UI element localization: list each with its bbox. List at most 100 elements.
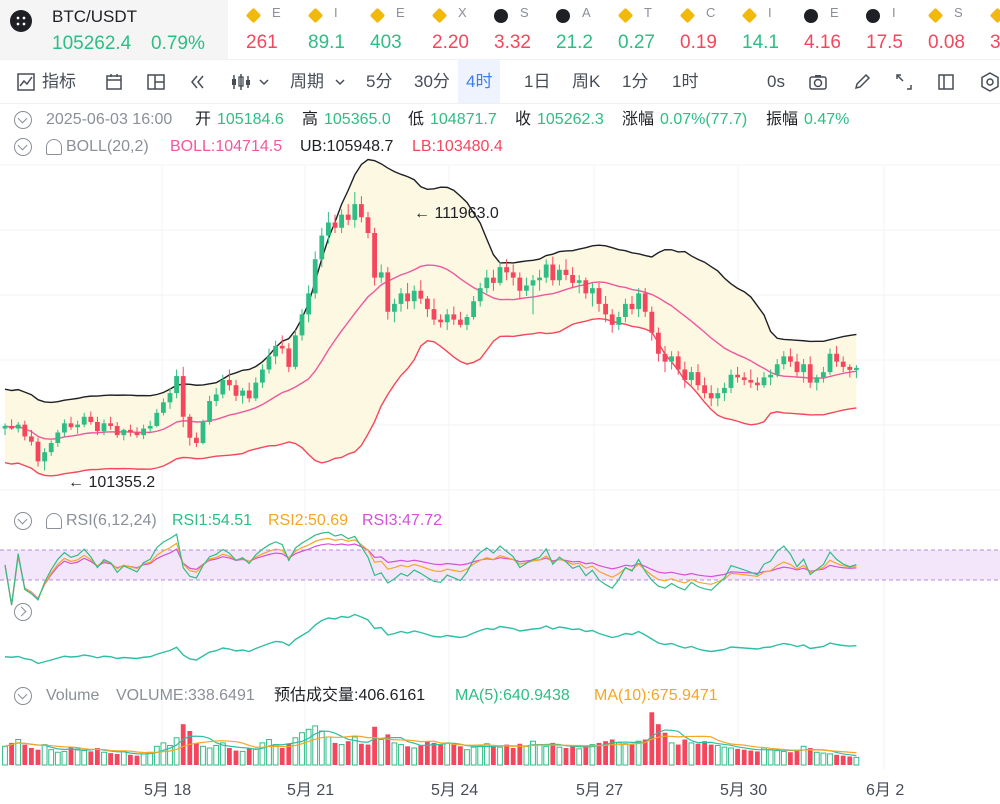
volume-bar [305,728,312,766]
volume-bar [589,744,596,766]
mini-ticker-symbol: I [892,5,896,20]
candle-body [260,369,265,383]
candle-body [293,335,298,367]
volume-ma10-line [4,735,857,754]
volume-bar [2,745,8,766]
volume-bar [728,747,734,766]
interval-tab[interactable]: 4时 [458,60,501,103]
main-ticker[interactable]: BTC/USDT 105262.4 0.79% [0,0,228,59]
interval-tab[interactable]: 1日 [524,72,551,91]
mini-ticker[interactable]: S 0.08 [918,0,980,59]
boll-bell-icon[interactable] [46,139,62,155]
mini-ticker-symbol: A [582,5,591,20]
mini-ticker[interactable]: S3 [980,0,1000,59]
panels-icon[interactable] [146,72,166,92]
mini-ticker[interactable]: E 4.16 [794,0,856,59]
chevron-down-icon[interactable] [258,72,270,92]
candle-body [207,401,212,422]
layout-icon[interactable] [104,72,124,92]
candle-body [649,311,655,333]
mini-ticker[interactable]: S 3.32 [484,0,546,59]
expand-icon[interactable] [936,72,956,92]
volume-bar [682,739,688,765]
interval-tab[interactable]: 1时 [672,72,699,91]
candle-body [68,423,74,428]
volume-bar [576,748,583,766]
period-button[interactable]: 周期 [290,72,324,91]
mini-ticker[interactable]: E 261 [236,0,298,59]
volume-bar [398,744,404,766]
volume-ma10: MA(10):675.9471 [594,687,718,704]
indicator-icon[interactable] [16,72,36,92]
volume-bar [431,742,437,765]
volume-bar [219,742,226,766]
volume-bar [491,746,496,765]
mini-ticker-value: 17.5 [866,32,903,53]
fullscreen-icon[interactable] [894,72,914,92]
mini-ticker[interactable]: I 89.1 [298,0,360,59]
low-value: 104871.7 [430,111,497,128]
candle-body [557,269,562,281]
volume-bar [41,744,48,766]
candle-body [444,314,450,323]
volume-bar [563,748,569,765]
boll-collapse-icon[interactable] [14,138,32,156]
expand-chevron-icon[interactable] [14,603,32,621]
rsi3-value: RSI3:47.72 [362,512,443,529]
candle-body [438,319,443,323]
mini-ticker[interactable]: C 0.19 [670,0,732,59]
mini-ticker[interactable]: A 21.2 [546,0,608,59]
volume-collapse-icon[interactable] [14,687,32,705]
main-price: 105262.4 [52,33,132,54]
candle-body [180,376,186,417]
interval-tab[interactable]: 5分 [366,72,393,91]
mini-ticker[interactable]: E 403 [360,0,422,59]
candle-body [306,293,311,315]
ticker-bar: BTC/USDT 105262.4 0.79% E 261 I 89.1 E 403 X 2.… [0,0,1000,60]
candle-body [154,412,160,426]
volume-bar [272,744,279,766]
interval-tab[interactable]: 周K [572,72,601,91]
mini-ticker-value: 21.2 [556,32,593,53]
volume-bar [15,739,22,766]
volume-bar [635,740,642,766]
candle-body [517,277,523,291]
candle-body [662,353,668,362]
indicator-button[interactable]: 指标 [42,72,76,91]
volume-bar [167,744,173,766]
volume-bar [780,750,787,766]
candle-body [299,314,305,336]
period-chevron-icon[interactable] [334,72,346,92]
volume-bar [299,732,305,766]
settings-icon[interactable] [980,72,1000,92]
interval-tab[interactable]: 1分 [622,72,649,91]
pencil-icon[interactable] [852,72,872,92]
volume-bar [128,754,133,765]
volume-bar [233,750,239,765]
volume-bar [755,751,760,765]
volume-bar [794,749,800,765]
candle-body [801,364,806,373]
volume-bar [714,744,721,766]
candle-body [847,366,853,370]
mini-ticker[interactable]: X 2.20 [422,0,484,59]
low-annotation-value: 101355.2 [88,474,156,491]
mini-ticker[interactable]: I 17.5 [856,0,918,59]
token-icon [494,9,508,23]
mini-ticker-value: 0.19 [680,32,717,53]
rewind-icon[interactable] [188,72,208,92]
candle-body [537,277,542,281]
rsi-collapse-icon[interactable] [14,512,32,530]
volume-bar [556,746,563,766]
candle-body [9,425,14,429]
camera-icon[interactable] [808,72,828,92]
mini-ticker[interactable]: I 14.1 [732,0,794,59]
interval-tab[interactable]: 30分 [414,72,450,91]
volume-ma5: MA(5):640.9438 [455,687,570,704]
collapse-chevron-icon[interactable] [14,111,32,129]
rsi-bell-icon[interactable] [46,513,62,529]
volume-bar [120,750,127,766]
candle-type-icon[interactable] [230,72,256,92]
mini-ticker[interactable]: T 0.27 [608,0,670,59]
